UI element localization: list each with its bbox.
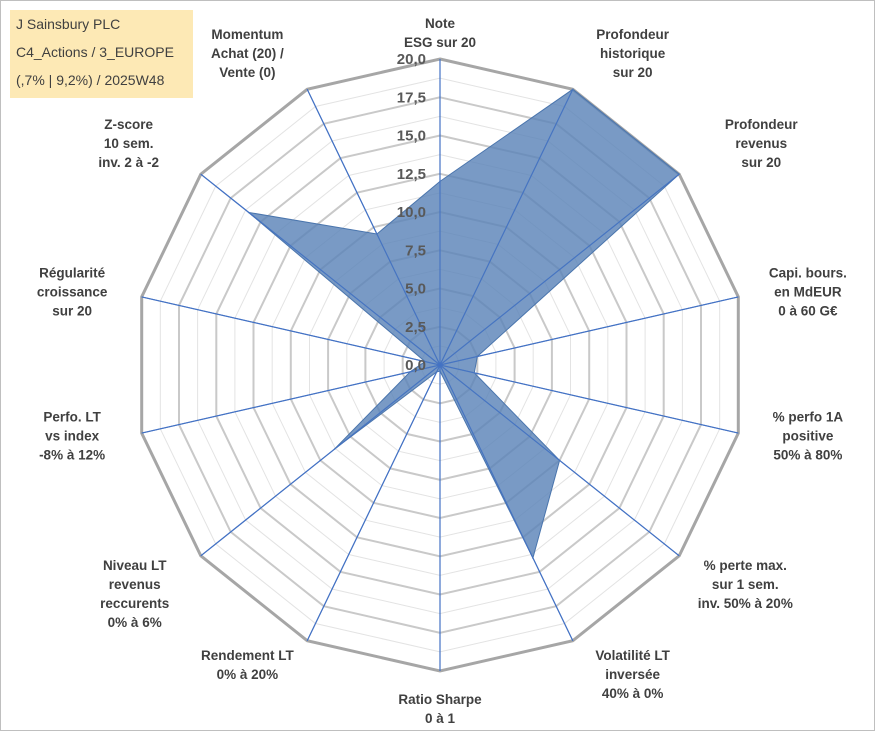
axis-spoke-overlay — [439, 364, 680, 557]
axis-label-0: Note ESG sur 20 — [404, 16, 476, 50]
tick-label: 2,5 — [405, 319, 426, 336]
tick-label: 20,0 — [397, 51, 426, 68]
axis-spoke-overlay — [306, 364, 441, 641]
axis-label-line: Profondeur — [596, 27, 669, 42]
tick-label: 15,0 — [397, 128, 426, 145]
axis-label-12: Z-score 10 sem. inv. 2 à -2 — [98, 117, 159, 170]
axis-label-line: Achat (20) / — [211, 46, 284, 61]
axis-label-line: 0% à 20% — [217, 667, 279, 682]
axis-label-line: inv. 50% à 20% — [698, 596, 793, 611]
axis-spoke-overlay — [439, 296, 739, 366]
axis-label-line: positive — [782, 429, 834, 444]
axis-label-9: Niveau LT revenus reccurents 0% à 6% — [100, 558, 169, 630]
axis-label-line: revenus — [735, 136, 787, 151]
axis-label-line: Profondeur — [725, 117, 798, 132]
tick-label: 12,5 — [397, 166, 426, 183]
axis-label-line: Momentum — [211, 27, 283, 42]
company-name: J Sainsbury PLC — [16, 16, 121, 32]
axis-label-line: Ratio Sharpe — [398, 692, 482, 707]
axis-label-line: -8% à 12% — [39, 448, 105, 463]
axis-label-line: % perte max. — [704, 558, 787, 573]
axis-label-line: sur 1 sem. — [712, 577, 779, 592]
axis-label-1: Profondeur historique sur 20 — [596, 27, 669, 80]
axis-label-line: 50% à 80% — [773, 448, 842, 463]
portfolio-category: C4_Actions / 3_EUROPE — [16, 44, 174, 60]
tick-label: 0,0 — [405, 357, 426, 374]
axis-spoke-overlay — [439, 89, 574, 366]
axis-label-line: ESG sur 20 — [404, 35, 476, 50]
axis-label-line: Capi. bours. — [769, 265, 847, 280]
axis-label-line: 40% à 0% — [602, 686, 664, 701]
axis-label-line: sur 20 — [52, 303, 92, 318]
axis-label-line: 0 à 1 — [425, 711, 456, 726]
tick-label: 10,0 — [397, 204, 426, 221]
axis-spoke-overlay — [306, 89, 441, 366]
axis-label-line: inv. 2 à -2 — [98, 155, 159, 170]
series-layer — [141, 59, 739, 671]
axis-label-line: sur 20 — [741, 155, 781, 170]
axis-label-line: % perfo 1A — [773, 410, 844, 425]
axis-label-6: Volatilité LT inversée 40% à 0% — [595, 648, 670, 701]
axis-label-line: revenus — [109, 577, 161, 592]
tick-layer: 0,0 2,5 5,0 7,5 10,0 12,5 15,0 17,5 20,0 — [397, 51, 426, 374]
tick-label: 17,5 — [397, 89, 426, 106]
axis-spoke-overlay — [439, 173, 680, 366]
axis-label-2: Profondeur revenus sur 20 — [725, 117, 798, 170]
axis-label-line: reccurents — [100, 596, 169, 611]
axis-label-13: Momentum Achat (20) / Vente (0) — [211, 27, 284, 80]
axis-label-line: Note — [425, 16, 455, 31]
axis-label-4: % perfo 1A positive 50% à 80% — [773, 410, 844, 463]
axis-label-line: 10 sem. — [104, 136, 154, 151]
axis-label-line: croissance — [37, 284, 108, 299]
axis-label-8: Rendement LT 0% à 20% — [201, 648, 295, 682]
axis-spoke-overlay — [200, 364, 441, 557]
axis-label-line: Régularité — [39, 265, 106, 280]
axis-label-line: Vente (0) — [219, 65, 275, 80]
label-layer: Note ESG sur 20 Profondeur historique sur 20… — [37, 16, 847, 726]
axis-label-10: Perfo. LT vs index -8% à 12% — [39, 410, 105, 463]
tick-label: 7,5 — [405, 242, 426, 259]
axis-label-line: inversée — [605, 667, 660, 682]
axis-spoke-overlay — [439, 364, 739, 434]
stock-info-box: J Sainsbury PLC C4_Actions / 3_EUROPE (,… — [10, 10, 193, 98]
axis-spoke-overlay — [141, 364, 441, 434]
axis-label-line: sur 20 — [613, 65, 653, 80]
axis-label-line: Volatilité LT — [595, 648, 670, 663]
axis-label-line: historique — [600, 46, 666, 61]
axis-label-line: 0 à 60 G€ — [778, 303, 838, 318]
axis-label-11: Régularité croissance sur 20 — [37, 265, 108, 318]
range-and-week: (,7% | 9,2%) / 2025W48 — [16, 72, 165, 88]
axis-label-7: Ratio Sharpe 0 à 1 — [398, 692, 482, 726]
axis-label-5: % perte max. sur 1 sem. inv. 50% à 20% — [698, 558, 793, 611]
axis-spoke-overlay — [439, 364, 574, 641]
axis-spoke-overlay — [141, 296, 441, 366]
axis-label-line: Rendement LT — [201, 648, 295, 663]
axis-label-3: Capi. bours. en MdEUR 0 à 60 G€ — [769, 265, 847, 318]
axis-label-line: Niveau LT — [103, 558, 167, 573]
axis-label-line: en MdEUR — [774, 284, 842, 299]
axis-spoke-overlay — [200, 173, 441, 366]
axis-label-line: vs index — [45, 429, 100, 444]
axis-label-line: Perfo. LT — [43, 410, 101, 425]
tick-label: 5,0 — [405, 281, 426, 298]
axis-label-line: 0% à 6% — [108, 615, 162, 630]
axis-label-line: Z-score — [104, 117, 153, 132]
